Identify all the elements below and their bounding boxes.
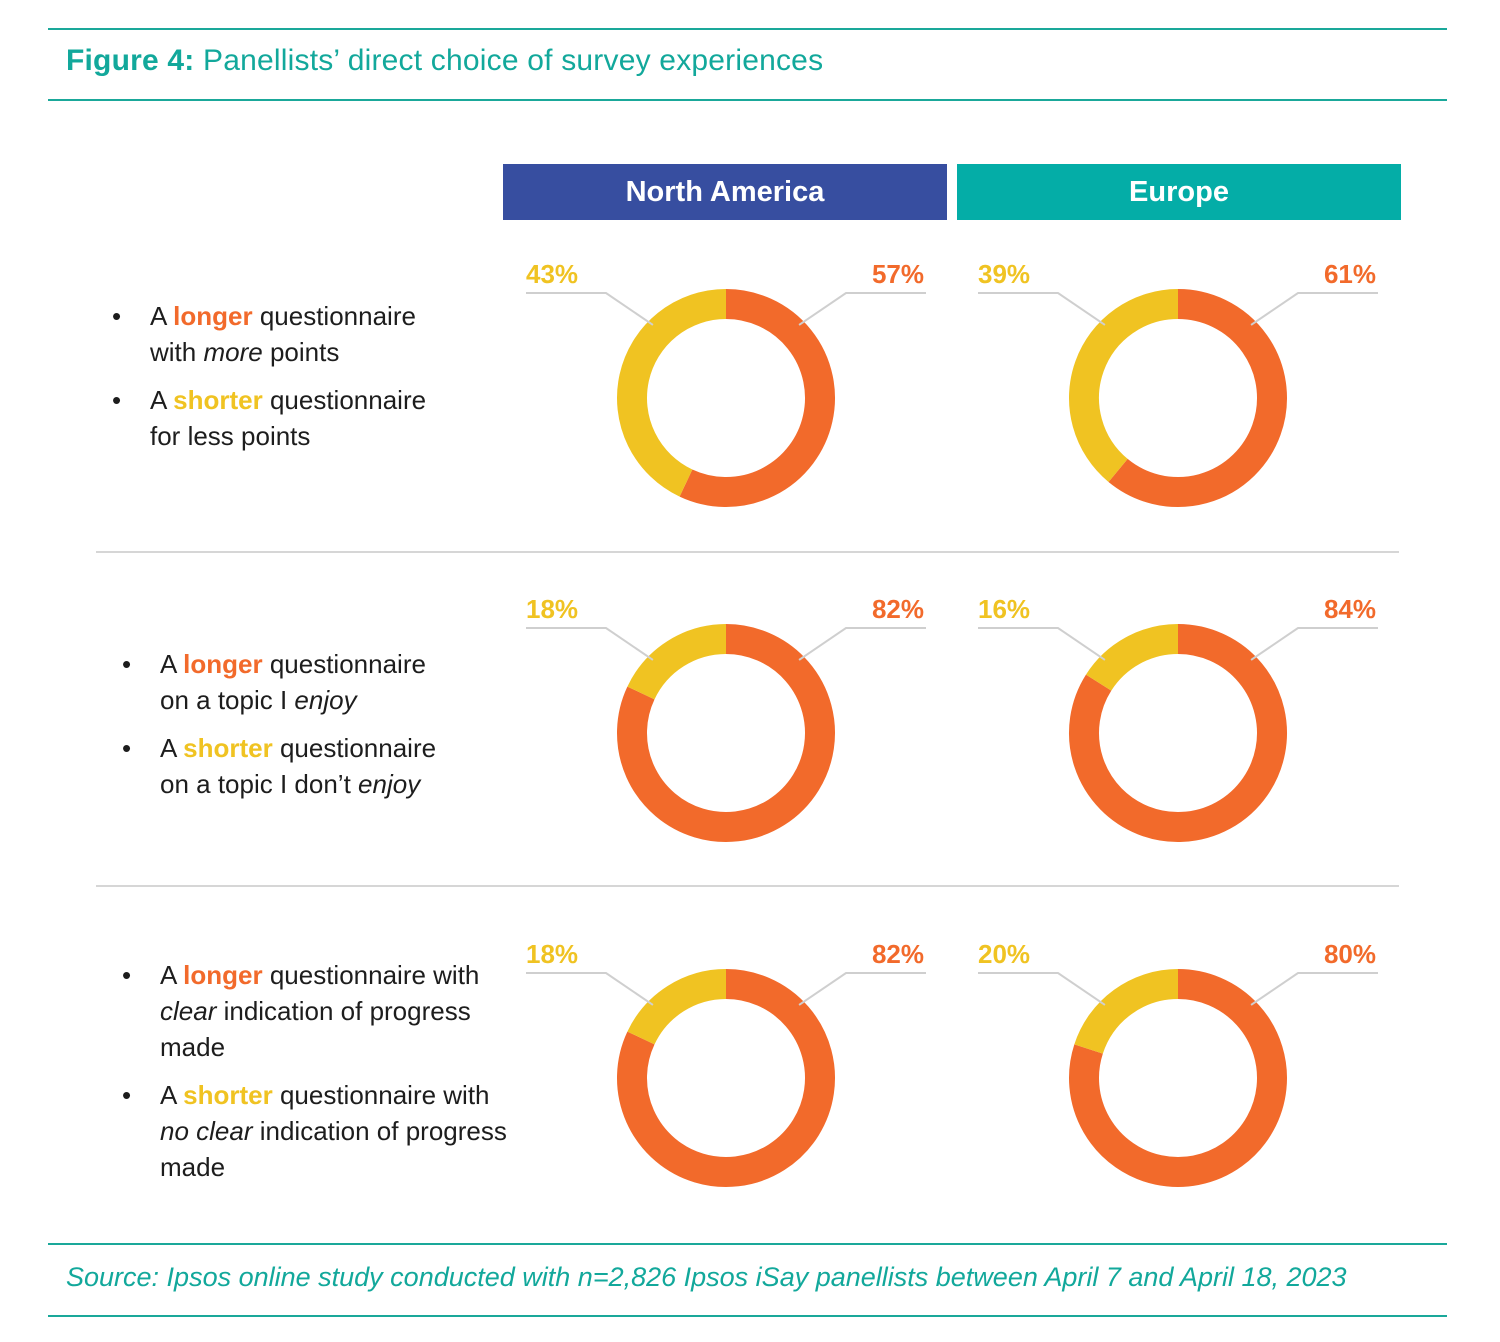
donut-europe-row-1: 61% 39%	[978, 259, 1378, 507]
leader-line-longer	[1250, 972, 1378, 1006]
option-shorter: • A shorter questionnaire for less point…	[112, 382, 426, 454]
label-longer: 82%	[872, 594, 924, 624]
option-longer: • A longer questionnaire with more point…	[112, 298, 426, 370]
bullet-icon: •	[122, 1080, 132, 1110]
leader-line-longer	[1250, 627, 1378, 661]
slice-shorter	[1069, 289, 1179, 482]
bullet-icon: •	[112, 385, 122, 415]
label-longer: 80%	[1324, 939, 1376, 969]
label-shorter: 16%	[978, 594, 1030, 624]
question-2: • A longer questionnaire on a topic I en…	[122, 646, 436, 814]
keyword-shorter: shorter	[183, 1080, 273, 1110]
option-shorter: • A shorter questionnaire on a topic I d…	[122, 730, 436, 802]
slice-shorter	[617, 289, 727, 497]
slice-longer	[617, 624, 835, 842]
leader-line-shorter	[526, 627, 654, 661]
label-shorter: 18%	[526, 594, 578, 624]
question-1: • A longer questionnaire with more point…	[112, 298, 426, 466]
row-divider-2	[96, 885, 1399, 887]
slice-shorter	[627, 969, 727, 1045]
label-longer: 61%	[1324, 259, 1376, 289]
label-longer: 82%	[872, 939, 924, 969]
leader-line-longer	[798, 972, 926, 1006]
keyword-longer: longer	[183, 960, 263, 990]
source-top-rule	[48, 1243, 1447, 1245]
option-shorter: • A shorter questionnaire with no clear …	[122, 1077, 507, 1185]
leader-line-shorter	[526, 292, 654, 326]
slice-shorter	[1085, 624, 1179, 692]
label-longer: 57%	[872, 259, 924, 289]
label-shorter: 18%	[526, 939, 578, 969]
leader-line-shorter	[978, 972, 1106, 1006]
label-shorter: 39%	[978, 259, 1030, 289]
donut-europe-row-2: 84% 16%	[978, 594, 1378, 842]
keyword-shorter: shorter	[173, 385, 263, 415]
slice-longer	[1069, 969, 1287, 1187]
slice-shorter	[627, 624, 727, 700]
figure-title: Figure 4: Panellists’ direct choice of s…	[66, 44, 823, 78]
donut-north-america-row-2: 82% 18%	[526, 594, 926, 842]
keyword-shorter: shorter	[183, 733, 273, 763]
leader-line-longer	[798, 292, 926, 326]
option-longer: • A longer questionnaire on a topic I en…	[122, 646, 436, 718]
row-divider-1	[96, 551, 1399, 553]
title-rule	[48, 99, 1447, 101]
source-note: Source: Ipsos online study conducted wit…	[66, 1262, 1347, 1292]
figure-title-text: Panellists’ direct choice of survey expe…	[203, 44, 824, 77]
keyword-longer: longer	[183, 649, 263, 679]
slice-longer	[1069, 624, 1287, 842]
figure-label: Figure 4:	[66, 44, 195, 77]
region-header-europe: Europe	[957, 164, 1401, 220]
leader-line-shorter	[526, 972, 654, 1006]
slice-shorter	[1074, 969, 1179, 1055]
bullet-icon: •	[122, 733, 132, 763]
leader-line-longer	[798, 627, 926, 661]
label-shorter: 43%	[526, 259, 578, 289]
donut-europe-row-3: 80% 20%	[978, 939, 1378, 1187]
bullet-icon: •	[122, 960, 132, 990]
bullet-icon: •	[112, 301, 122, 331]
region-header-north-america: North America	[503, 164, 947, 220]
option-longer: • A longer questionnaire with clear indi…	[122, 957, 507, 1065]
donut-north-america-row-1: 57% 43%	[526, 259, 926, 507]
slice-longer	[617, 969, 835, 1187]
leader-line-longer	[1250, 292, 1378, 326]
bottom-rule	[48, 1315, 1447, 1317]
label-longer: 84%	[1324, 594, 1376, 624]
slice-longer	[1108, 289, 1287, 507]
question-3: • A longer questionnaire with clear indi…	[122, 957, 507, 1197]
donut-north-america-row-3: 82% 18%	[526, 939, 926, 1187]
top-rule	[48, 28, 1447, 30]
keyword-longer: longer	[173, 301, 253, 331]
bullet-icon: •	[122, 649, 132, 679]
label-shorter: 20%	[978, 939, 1030, 969]
leader-line-shorter	[978, 292, 1106, 326]
slice-longer	[679, 289, 835, 507]
leader-line-shorter	[978, 627, 1106, 661]
